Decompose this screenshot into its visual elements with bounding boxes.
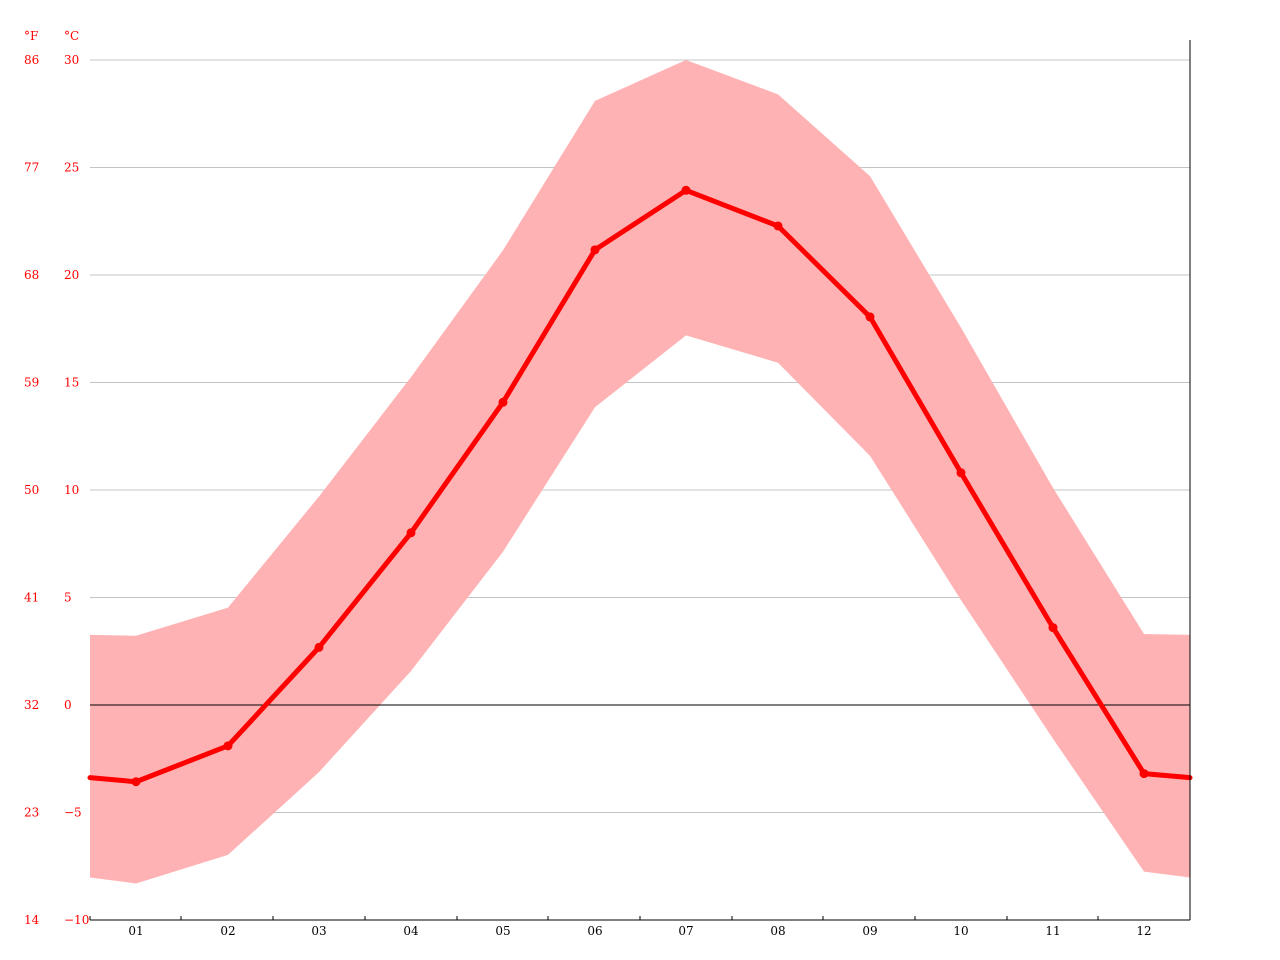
y-axis-labels: °F °C 14 −10 23 −5 32 0 41 5 50 10 59 15 68 20 77 25 86 3… [24,29,89,927]
fahrenheit-tick-label: 14 [24,913,40,927]
average-line-path [87,187,1193,785]
celsius-unit-label: °C [64,29,79,43]
x-tick-label: 09 [862,924,877,938]
data-point-04 [406,528,416,538]
celsius-tick-label: 30 [64,53,79,67]
fahrenheit-tick-label: 32 [24,698,39,712]
fahrenheit-tick-label: 23 [24,806,39,820]
data-point-03 [314,642,324,652]
data-point-06 [590,245,600,255]
data-point-12 [1139,769,1149,779]
temperature-range-band [90,60,1190,884]
fahrenheit-tick-label: 77 [24,161,39,175]
data-point-10 [956,468,966,478]
data-point-07 [681,185,691,195]
x-tick-label: 06 [587,924,602,938]
x-axis-labels: 01 02 03 04 05 06 07 08 09 10 11 12 [128,924,1151,938]
celsius-tick-label: 10 [64,483,79,497]
x-tick-label: 01 [128,924,143,938]
x-tick-label: 10 [953,924,968,938]
x-tick-label: 03 [311,924,326,938]
data-point-08 [773,221,783,231]
celsius-tick-label: −10 [64,913,89,927]
fahrenheit-tick-label: 41 [24,591,39,605]
data-point-01 [131,777,141,787]
celsius-tick-label: 0 [64,698,72,712]
celsius-tick-label: 15 [64,376,79,390]
range-band-area [90,60,1190,884]
x-tick-label: 11 [1045,924,1060,938]
data-point-09 [865,312,875,322]
fahrenheit-tick-label: 68 [24,268,39,282]
data-point-11 [1048,623,1058,633]
x-tick-label: 05 [495,924,510,938]
celsius-tick-label: −5 [64,806,82,820]
fahrenheit-unit-label: °F [24,29,38,43]
fahrenheit-tick-label: 59 [24,376,39,390]
axes [89,40,1191,921]
x-tick-label: 07 [678,924,693,938]
celsius-tick-label: 25 [64,161,79,175]
x-tick-label: 08 [770,924,785,938]
fahrenheit-tick-label: 86 [24,53,39,67]
x-tick-label: 04 [403,924,419,938]
data-point-02 [223,741,233,751]
x-tick-label: 12 [1136,924,1151,938]
data-point-05 [498,397,508,407]
x-tick-label: 02 [220,924,235,938]
average-temperature-line [87,185,1193,787]
fahrenheit-tick-label: 50 [24,483,39,497]
celsius-tick-label: 20 [64,268,79,282]
celsius-tick-label: 5 [64,591,72,605]
